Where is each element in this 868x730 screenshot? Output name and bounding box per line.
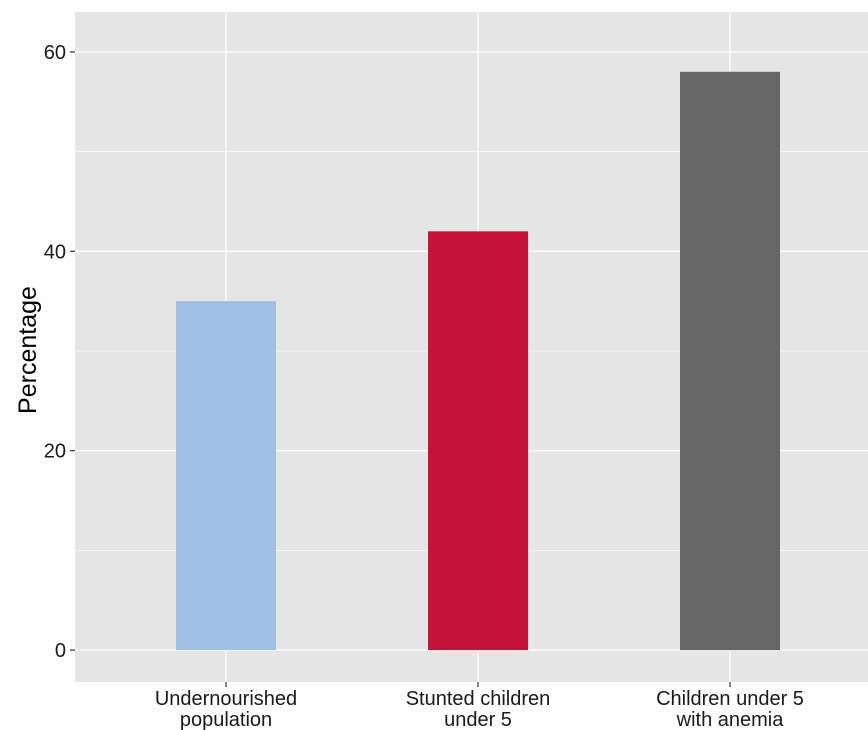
x-tick-label: Children under 5 (656, 688, 804, 710)
bars (176, 71, 780, 651)
x-tick-label: population (180, 709, 272, 730)
y-tick-label: 60 (44, 42, 66, 64)
y-axis-title: Percentage (14, 286, 42, 414)
y-tick-label: 20 (44, 441, 66, 463)
x-tick-label: under 5 (444, 709, 512, 730)
bar (680, 71, 780, 651)
y-tick-label: 40 (44, 241, 66, 263)
bar (176, 301, 276, 651)
x-tick-label: with anemia (676, 709, 785, 730)
y-axis-ticks: 0 20 40 60 (44, 42, 75, 662)
x-tick-label: Undernourished (155, 688, 297, 710)
x-tick-label: Stunted children (406, 688, 551, 710)
y-tick-label: 0 (55, 640, 66, 662)
bar (428, 231, 528, 651)
